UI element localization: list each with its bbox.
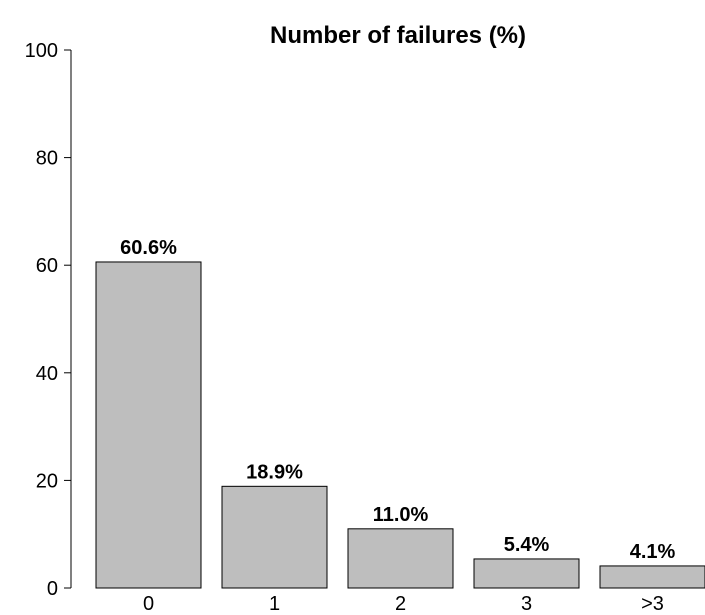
x-axis-labels: 0 1 2 3 >3 [143,593,664,615]
chart-title: Number of failures (%) [270,22,526,49]
bar [221,485,328,589]
x-tick-label: 2 [395,593,406,615]
bar [347,528,454,589]
y-tick-label: 80 [36,148,58,170]
bar [473,558,580,589]
bar [95,261,202,589]
bar-data-label: 11.0% [373,504,429,526]
bar-data-label: 60.6% [120,237,177,259]
x-tick-label: 0 [143,593,154,615]
bars-group: 60.6% 18.9% 11.0% 5.4% 4.1% [95,237,705,589]
bar [599,565,705,589]
y-tick-label: 100 [25,40,58,62]
bar-data-label: 18.9% [246,461,303,483]
x-tick-label: 3 [521,593,532,615]
y-tick-label: 40 [36,363,58,385]
bar-data-label: 4.1% [630,541,676,563]
y-axis-ticks: 0 20 40 60 80 100 [25,40,71,600]
x-tick-label: 1 [269,593,280,615]
y-tick-label: 20 [36,470,58,492]
y-tick-label: 60 [36,255,58,277]
bar-data-label: 5.4% [504,534,550,556]
y-tick-label: 0 [47,578,58,600]
x-tick-label: >3 [641,593,664,615]
